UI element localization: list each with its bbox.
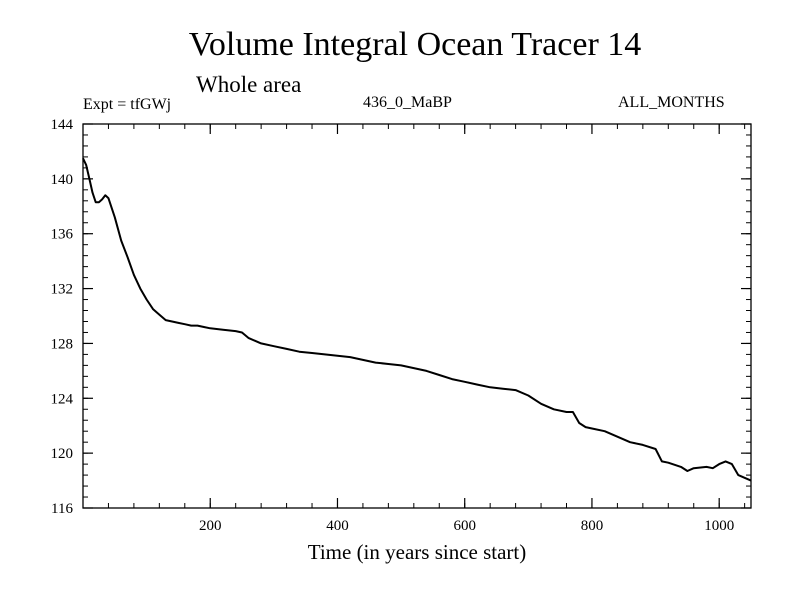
x-tick-label: 600 (453, 518, 476, 534)
y-tick-label: 140 (51, 172, 74, 188)
tick-labels: 200 400 600 800 1000 116 120 124 128 132 136 140 144 (51, 117, 735, 534)
months-label: ALL_MONTHS (618, 94, 725, 111)
x-tick-label: 800 (581, 518, 604, 534)
series-group (82, 157, 752, 482)
y-tick-label: 144 (51, 117, 74, 133)
y-tick-label: 132 (51, 282, 74, 298)
experiment-label: Expt = tfGWj (83, 96, 172, 113)
axis-ticks (83, 123, 751, 509)
chart-title: Volume Integral Ocean Tracer 14 (188, 26, 642, 63)
x-axis-label: Time (in years since start) (307, 540, 527, 564)
y-tick-label: 136 (51, 227, 74, 243)
series-line-0 (82, 157, 752, 482)
x-tick-label: 1000 (704, 518, 734, 534)
y-tick-label: 120 (51, 446, 74, 462)
x-tick-label: 400 (326, 518, 349, 534)
y-tick-label: 124 (51, 391, 74, 407)
run-label: 436_0_MaBP (363, 94, 452, 111)
chart-subtitle: Whole area (196, 72, 302, 97)
plot-frame (82, 123, 752, 509)
y-tick-label: 128 (51, 336, 74, 352)
y-tick-label: 116 (51, 501, 73, 517)
x-tick-label: 200 (199, 518, 222, 534)
